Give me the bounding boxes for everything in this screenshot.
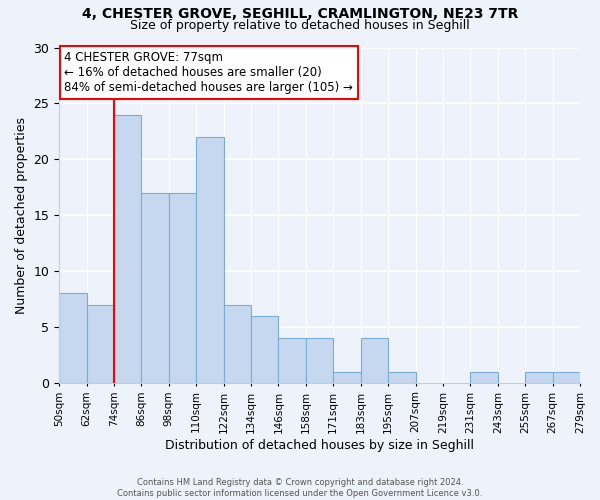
Bar [388, 372, 416, 383]
Text: 4 CHESTER GROVE: 77sqm
← 16% of detached houses are smaller (20)
84% of semi-det: 4 CHESTER GROVE: 77sqm ← 16% of detached… [64, 51, 353, 94]
Bar [196, 137, 224, 383]
Bar [169, 193, 196, 383]
Bar [333, 372, 361, 383]
Bar [224, 304, 251, 383]
Bar [361, 338, 388, 383]
Bar [59, 294, 86, 383]
Bar [86, 304, 114, 383]
Bar [251, 316, 278, 383]
Bar [525, 372, 553, 383]
Bar [553, 372, 580, 383]
Bar [142, 193, 169, 383]
Bar [306, 338, 333, 383]
Text: Contains HM Land Registry data © Crown copyright and database right 2024.
Contai: Contains HM Land Registry data © Crown c… [118, 478, 482, 498]
Bar [278, 338, 306, 383]
Text: 4, CHESTER GROVE, SEGHILL, CRAMLINGTON, NE23 7TR: 4, CHESTER GROVE, SEGHILL, CRAMLINGTON, … [82, 8, 518, 22]
Y-axis label: Number of detached properties: Number of detached properties [15, 116, 28, 314]
Bar [114, 114, 142, 383]
Text: Size of property relative to detached houses in Seghill: Size of property relative to detached ho… [130, 18, 470, 32]
X-axis label: Distribution of detached houses by size in Seghill: Distribution of detached houses by size … [165, 440, 474, 452]
Bar [470, 372, 498, 383]
